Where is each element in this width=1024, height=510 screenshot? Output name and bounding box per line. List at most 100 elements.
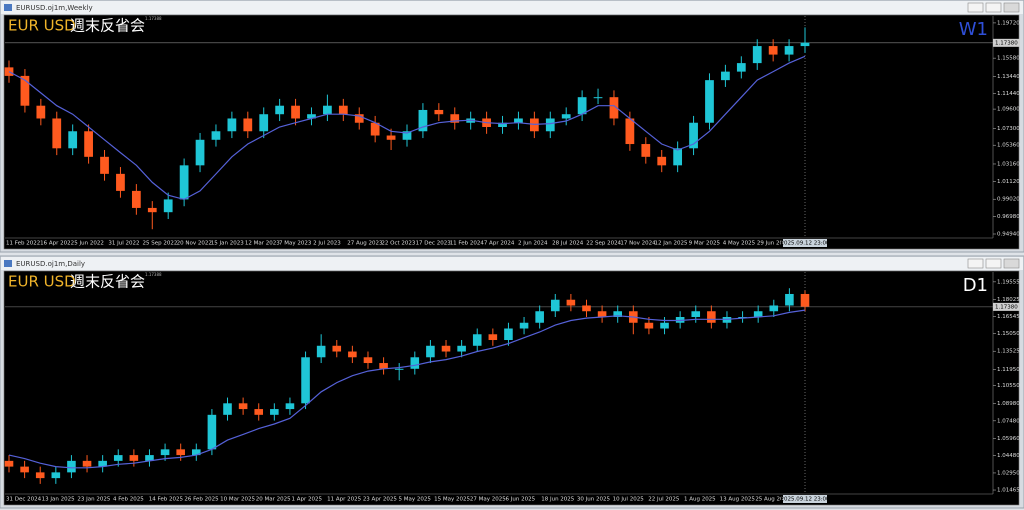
window-button[interactable] xyxy=(985,2,1002,13)
candle-body xyxy=(354,114,364,123)
candle-body xyxy=(195,139,205,166)
symbol-title: EUR USD xyxy=(8,273,76,291)
x-tick-label: 17 Dec 2023 xyxy=(416,241,452,247)
candle-body xyxy=(753,311,763,317)
x-tick-label: 11 Apr 2025 xyxy=(327,497,362,503)
y-tick-label: 1.11440 xyxy=(997,91,1020,97)
x-tick-label: 13 Jan 2025 xyxy=(42,497,75,503)
x-tick-label: 20 Mar 2025 xyxy=(256,497,291,503)
candle-body xyxy=(145,455,154,461)
window-button[interactable] xyxy=(1003,258,1020,269)
candle-body xyxy=(738,316,747,318)
y-tick-label: 1.05360 xyxy=(997,143,1020,149)
subtitle: 週末反省会 xyxy=(70,273,145,291)
x-tick-label: 5 May 2025 xyxy=(399,497,432,503)
x-tick-label: 25 Sep 2022 xyxy=(143,241,178,247)
x-tick-label: 4 May 2025 xyxy=(723,241,756,247)
quote: 1.17388 xyxy=(145,272,162,277)
x-tick-label: 12 Mar 2023 xyxy=(245,241,280,247)
candle-body xyxy=(192,449,201,456)
candle-body xyxy=(370,122,380,136)
y-tick-label: 1.07480 xyxy=(997,418,1020,424)
candle-body xyxy=(4,460,14,467)
candle-body xyxy=(20,75,30,106)
candle-body xyxy=(301,357,310,404)
cursor-label-box xyxy=(783,495,827,503)
candle-body xyxy=(68,131,78,149)
x-tick-label: 2 Jul 2023 xyxy=(313,241,341,247)
candle-body xyxy=(504,328,513,341)
candle-body xyxy=(52,118,62,149)
x-tick-label: 13 Aug 2025 xyxy=(720,497,756,503)
x-tick-label: 23 Apr 2025 xyxy=(363,497,398,503)
x-tick-label: 1 Apr 2025 xyxy=(291,497,322,503)
candle-body xyxy=(207,414,217,450)
y-tick-label: 1.18025 xyxy=(997,297,1020,303)
timeframe: W1 xyxy=(959,19,988,40)
candle-body xyxy=(768,46,778,55)
x-tick-label: 10 Jul 2025 xyxy=(613,497,645,503)
candle-body xyxy=(784,46,794,55)
symbol-title: EUR USD xyxy=(8,17,76,35)
candle-body xyxy=(545,118,555,132)
window-button[interactable] xyxy=(967,258,984,269)
candle-body xyxy=(472,334,482,346)
candle-body xyxy=(363,357,373,364)
window-button[interactable] xyxy=(985,258,1002,269)
candle-body xyxy=(736,63,746,72)
x-tick-label: 5 Jun 2022 xyxy=(74,241,104,247)
candle-body xyxy=(660,322,669,329)
candle-body xyxy=(514,118,523,123)
candle-body xyxy=(386,135,396,140)
candle-body xyxy=(270,409,279,415)
x-tick-label: 15 May 2025 xyxy=(434,497,470,503)
candle-body xyxy=(550,299,560,312)
candle-body xyxy=(410,357,420,369)
candle-body xyxy=(259,114,269,132)
window-button[interactable] xyxy=(967,2,984,13)
x-tick-label: 2 Jun 2024 xyxy=(518,241,548,247)
candle-body xyxy=(113,455,123,461)
x-tick-label: 28 Jul 2024 xyxy=(552,241,584,247)
candle-body xyxy=(582,305,591,312)
window-title: EURUSD.oj1m,Weekly xyxy=(16,4,93,12)
candle-body xyxy=(691,311,701,317)
x-tick-label: 4 Feb 2025 xyxy=(113,497,144,503)
y-tick-label: 1.10550 xyxy=(997,383,1020,389)
candle-body xyxy=(323,105,332,115)
y-tick-label: 1.13440 xyxy=(997,74,1020,80)
y-tick-label: 1.01120 xyxy=(997,179,1020,185)
candle-body xyxy=(394,368,404,370)
candle-body xyxy=(36,105,46,119)
candle-body xyxy=(441,345,451,352)
candle-body xyxy=(707,311,716,323)
candle-body xyxy=(285,403,295,410)
x-tick-label: 16 Apr 2022 xyxy=(40,241,74,247)
candle-body xyxy=(227,118,237,132)
x-tick-label: 6 Jun 2025 xyxy=(506,497,536,503)
x-tick-label: 26 Feb 2025 xyxy=(184,497,219,503)
candle-body xyxy=(434,109,444,115)
x-tick-label: 12 Jan 2025 xyxy=(654,241,687,247)
candle-body xyxy=(498,122,507,127)
y-tick-label: 1.16545 xyxy=(997,314,1020,320)
x-tick-label: 27 Aug 2023 xyxy=(347,241,383,247)
candle-body xyxy=(721,71,730,81)
x-tick-label: 11 Feb 2022 xyxy=(6,241,40,247)
candle-body xyxy=(625,118,635,145)
candle-body xyxy=(238,403,248,410)
candle-body xyxy=(785,293,794,306)
y-tick-label: 0.99020 xyxy=(997,197,1020,203)
x-tick-label: 30 Jun 2025 xyxy=(577,497,611,503)
x-tick-label: 25 Aug 2025 xyxy=(755,497,791,503)
candle-body xyxy=(275,105,285,115)
window-button[interactable] xyxy=(1003,2,1020,13)
candle-body xyxy=(561,114,571,119)
y-tick-label: 1.09600 xyxy=(997,107,1020,113)
candle-body xyxy=(179,165,189,200)
candle-body xyxy=(51,472,61,479)
y-tick-label: 1.04480 xyxy=(997,453,1020,459)
candle-body xyxy=(82,460,92,467)
window-title: EURUSD.oj1m,Daily xyxy=(16,260,85,268)
candle-body xyxy=(800,293,810,307)
